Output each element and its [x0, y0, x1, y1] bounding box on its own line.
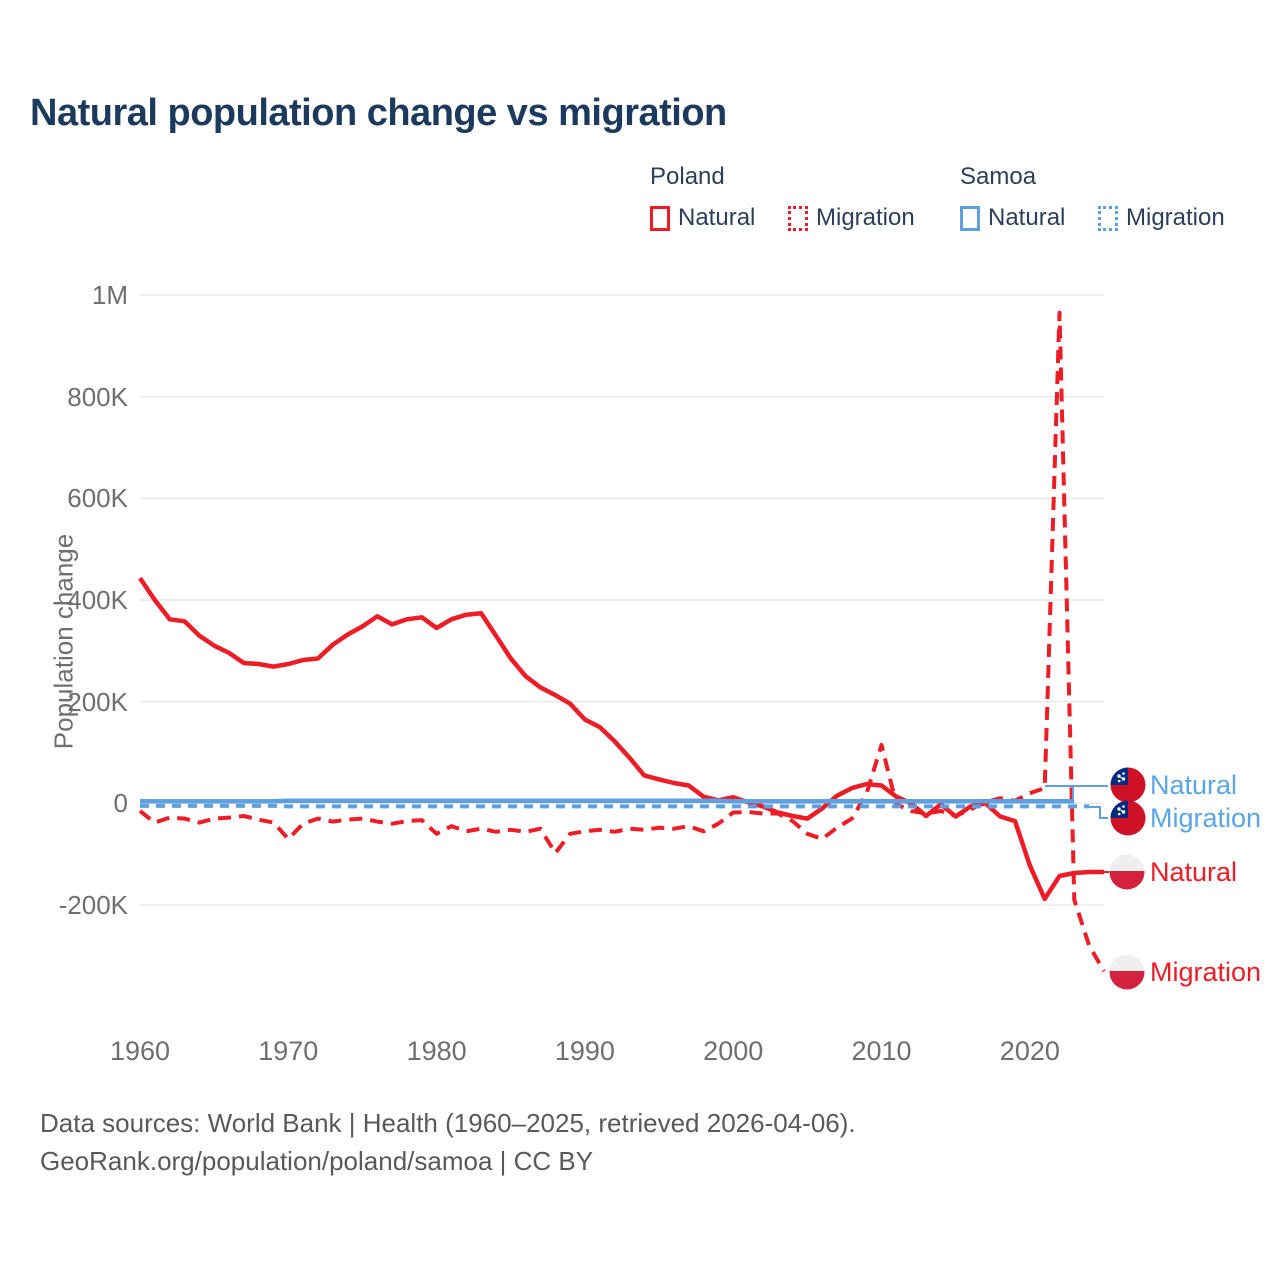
series-label-poland-natural: Natural [1150, 857, 1238, 887]
poland-flag-icon [1109, 854, 1145, 890]
y-tick-label: 0 [113, 788, 128, 819]
legend-item-label: Migration [816, 204, 915, 231]
legend-group-samoa: Samoa [960, 163, 1037, 190]
x-tick-label: 1970 [258, 1036, 319, 1066]
y-axis-title: Population change [48, 533, 79, 750]
poland-natural-line [138, 576, 1104, 902]
poland-natural-swatch-icon [650, 205, 670, 231]
x-tick-label: 2000 [703, 1036, 764, 1066]
y-tick-label: 400K [67, 584, 128, 615]
samoa-migration-line [140, 803, 1090, 809]
x-tick-label: 2010 [851, 1036, 912, 1066]
legend-item-poland-natural[interactable]: Natural [650, 204, 755, 232]
gridlines-group [140, 294, 1104, 906]
series-lines-group [138, 310, 1106, 973]
chart-title: Natural population change vs migration [30, 92, 727, 134]
legend-item-label: Natural [988, 204, 1066, 231]
samoa-migration-swatch-icon [1098, 205, 1118, 231]
legend-item-poland-migration[interactable]: Migration [788, 204, 915, 232]
y-tick-label: 800K [67, 381, 128, 412]
legend-item-samoa-natural[interactable]: Natural [960, 204, 1065, 232]
x-tick-label: 1960 [109, 1036, 171, 1066]
legend-item-label: Natural [678, 204, 756, 231]
x-tick-label: 1980 [406, 1036, 467, 1066]
legend-item-label: Migration [1126, 204, 1225, 231]
samoa-flag-icon [1110, 767, 1146, 803]
legend-item-samoa-migration[interactable]: Migration [1098, 204, 1225, 232]
samoa-flag-icon [1110, 800, 1146, 836]
series-label-poland-migration: Migration [1150, 957, 1262, 987]
label-connector [1045, 785, 1108, 800]
y-tick-label: 1M [91, 280, 128, 310]
poland-migration-swatch-icon [788, 205, 808, 231]
x-tick-label: 2020 [999, 1036, 1060, 1066]
x-tick-label: 1990 [554, 1036, 615, 1066]
samoa-natural-swatch-icon [960, 205, 980, 231]
y-tick-label: 600K [67, 483, 128, 514]
samoa-natural-line [140, 798, 1075, 804]
label-connectors-group [1045, 785, 1109, 873]
y-tick-label: 200K [67, 686, 128, 717]
legend-group-poland: Poland [650, 163, 725, 190]
footer-attribution-line: GeoRank.org/population/poland/samoa | CC… [40, 1146, 594, 1176]
series-label-samoa-natural: Natural [1150, 770, 1238, 800]
footer-source-line: Data sources: World Bank | Health (1960–… [40, 1108, 856, 1138]
poland-migration-line [138, 310, 1106, 973]
y-tick-label: -200K [58, 889, 128, 920]
poland-flag-icon [1109, 954, 1145, 990]
series-label-samoa-migration: Migration [1150, 803, 1262, 833]
label-connector [1089, 806, 1108, 819]
